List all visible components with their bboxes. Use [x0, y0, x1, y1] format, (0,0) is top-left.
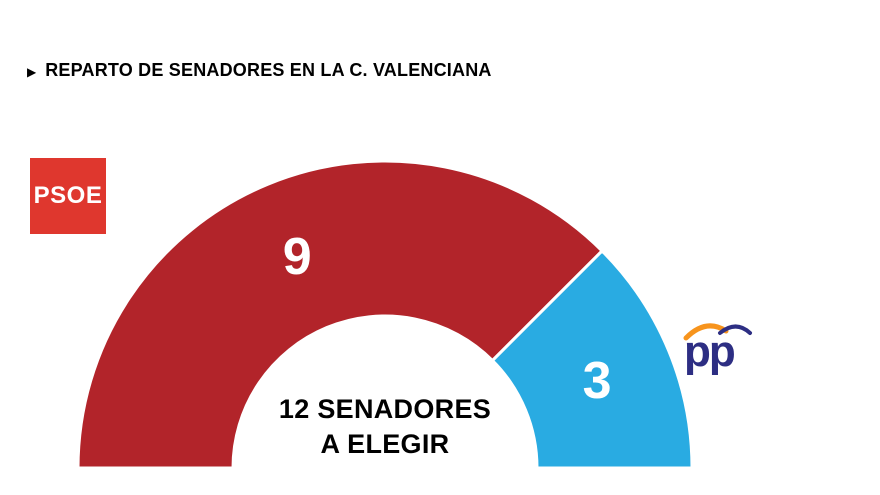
title-bullet-icon: ▶ [27, 64, 37, 79]
pp-logo: pp [676, 316, 760, 386]
psoe-logo-text: PSOE [33, 182, 103, 209]
chart-header: ▶ REPARTO DE SENADORES EN LA C. VALENCIA… [27, 60, 492, 81]
center-total-label: 12 SENADORES A ELEGIR [279, 392, 491, 462]
chart-title: REPARTO DE SENADORES EN LA C. VALENCIANA [45, 60, 492, 80]
seat-count-pp: 3 [583, 352, 612, 410]
segment-psoe [76, 159, 605, 470]
segment-pp [490, 248, 694, 470]
psoe-logo: PSOE [30, 158, 106, 234]
seat-count-psoe: 9 [283, 228, 312, 286]
pp-logo-text: pp [684, 327, 736, 376]
pp-gull-icon [683, 323, 752, 341]
center-total-line1: 12 SENADORES [278, 394, 492, 424]
center-total-line2: A ELEGIR [320, 429, 450, 459]
